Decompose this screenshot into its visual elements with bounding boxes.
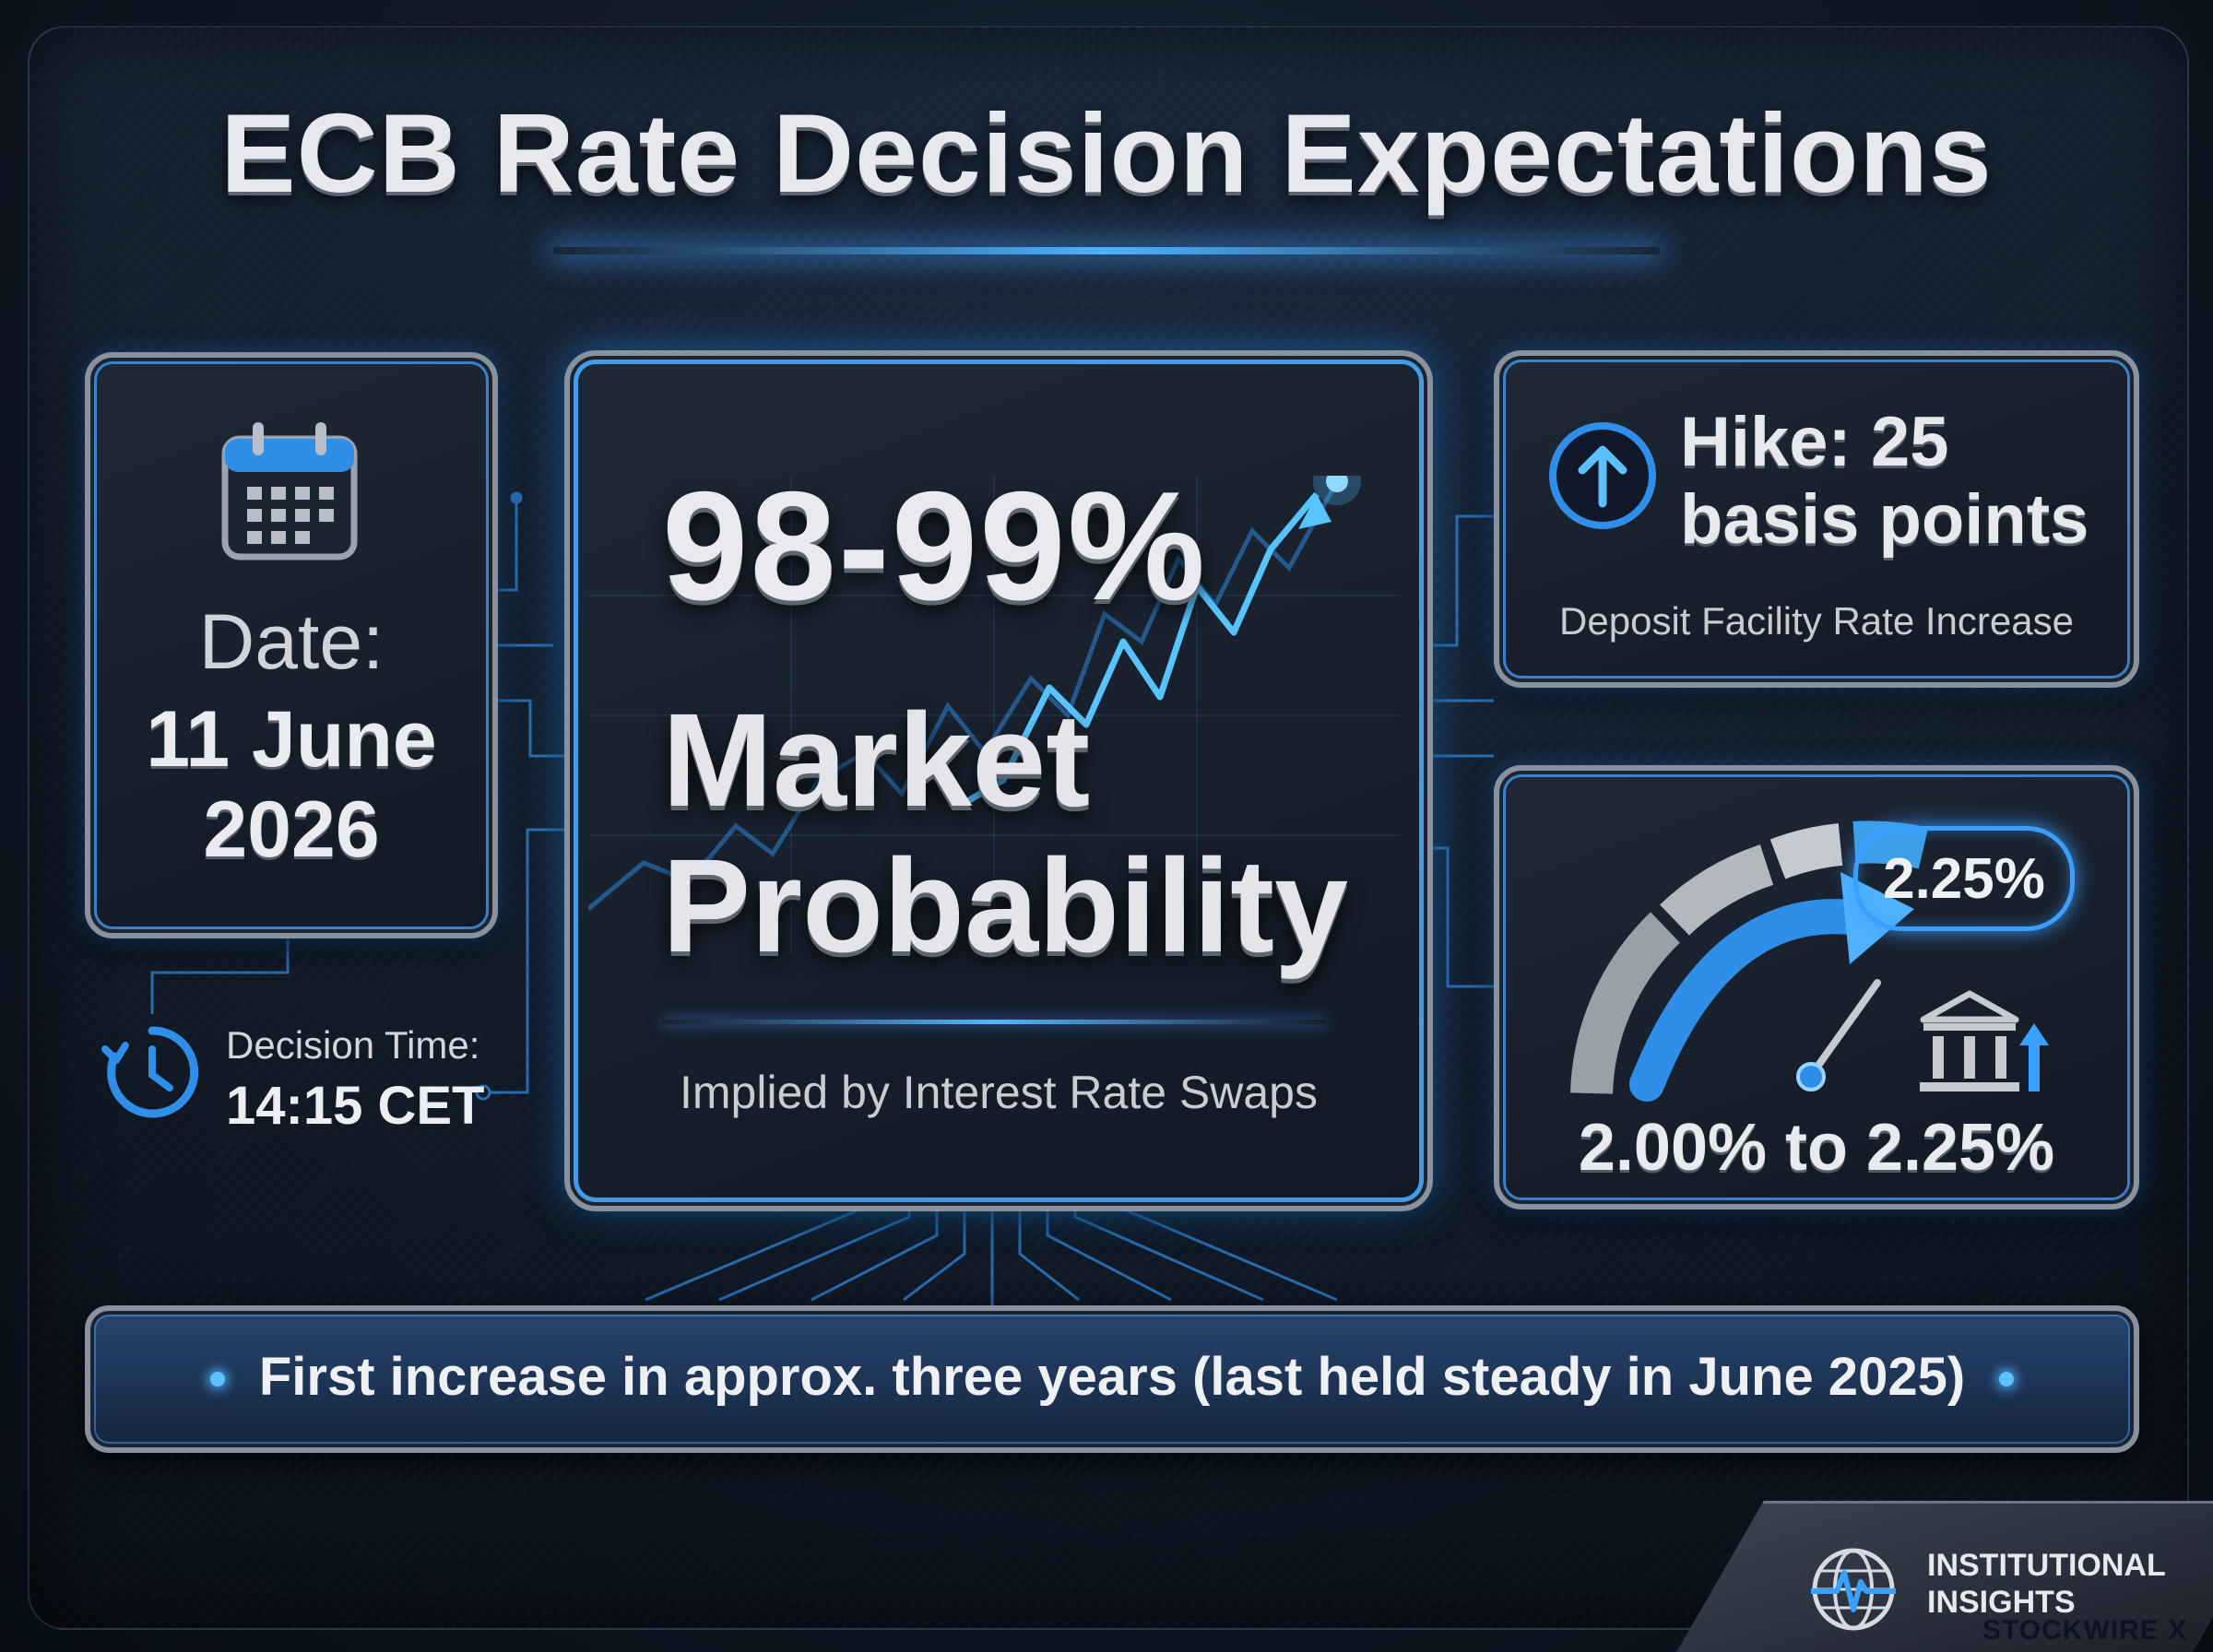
brand-name-line1: INSTITUTIONAL [1927,1548,2166,1583]
banner-dot-left [210,1372,225,1386]
probability-card: 98-99% Market Probability Implied by Int… [564,350,1433,1211]
title-underline-glow [553,247,1660,254]
hike-line2: basis points [1680,480,2089,559]
date-label: Date: [198,598,385,685]
center-divider [662,1020,1326,1024]
brand-sub: STOCKWIRE X [1982,1615,2188,1646]
banner-text: First increase in approx. three years (l… [258,1347,1966,1407]
summary-banner: First increase in approx. three years (l… [85,1305,2139,1453]
brand-name-line2: INSIGHTS [1927,1585,2076,1620]
hike-line1: Hike: 25 [1680,403,1949,481]
probability-value: 98-99% [662,459,1208,632]
probability-label-line1: Market [662,686,1091,834]
brand-name: INSTITUTIONAL INSIGHTS [1927,1547,2166,1621]
rising-chart-icon [588,476,1400,955]
decision-time-label: Decision Time: [226,1023,480,1067]
rate-range: 2.00% to 2.25% [1578,1111,2055,1185]
globe-pulse-icon [1811,1548,1896,1631]
target-rate: 2.25% [1853,826,2075,931]
rate-card: 2.25% 2.00% to 2.25% [1494,765,2139,1210]
probability-subtitle: Implied by Interest Rate Swaps [680,1067,1318,1118]
bank-icon [1920,990,2049,1092]
hike-subtitle: Deposit Facility Rate Increase [1559,599,2074,643]
hike-card: Hike: 25 basis points Deposit Facility R… [1494,350,2139,688]
date-card: Date: 11 June 2026 [85,352,498,938]
calendar-icon [221,422,358,560]
page-title: ECB Rate Decision Expectations [220,90,1993,216]
arrow-up-circle-icon [1549,422,1656,529]
decision-time-value: 14:15 CET [226,1076,485,1136]
date-value-line2: 2026 [203,785,380,874]
probability-label: Market Probability [662,688,1348,979]
clock-icon [101,1026,199,1118]
hike-amount: Hike: 25 basis points [1680,404,2089,559]
date-value: 11 June 2026 [90,694,492,875]
banner-dot-right [1999,1372,2014,1386]
probability-label-line2: Probability [662,832,1349,980]
date-value-line1: 11 June [146,695,437,784]
